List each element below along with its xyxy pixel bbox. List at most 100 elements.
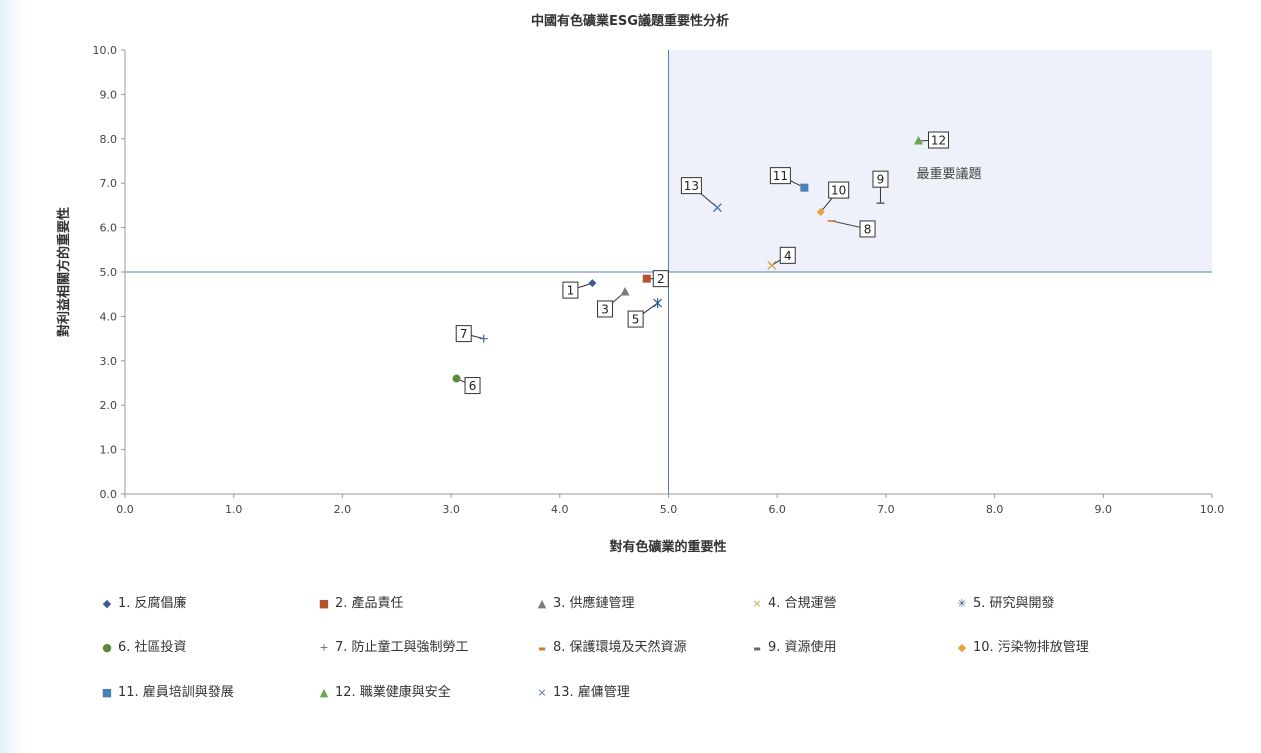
legend-label: 3. 供應鏈管理 <box>553 596 635 611</box>
callout-box-6 <box>464 377 481 395</box>
data-point-4-marker <box>767 260 777 270</box>
y-tick-label: 6.0 <box>100 222 118 235</box>
x-tick-label: 3.0 <box>442 503 460 516</box>
legend-label: 11. 雇員培訓與發展 <box>118 685 234 700</box>
legend-label: 10. 污染物排放管理 <box>973 640 1089 655</box>
legend-item-2: ■ 2. 產品責任 <box>317 592 404 611</box>
legend-label: 2. 產品責任 <box>335 596 404 611</box>
x-tick-label: 1.0 <box>225 503 243 516</box>
y-tick-label: 8.0 <box>100 133 118 146</box>
legend-label: 1. 反腐倡廉 <box>118 596 187 611</box>
callout-label-7: 7 <box>460 327 468 341</box>
callout-box-4 <box>779 246 796 264</box>
legend-marker-icon: × <box>537 686 547 699</box>
y-tick-label: 1.0 <box>100 444 118 457</box>
legend-item-10: ◆ 10. 污染物排放管理 <box>955 636 1089 655</box>
data-point-7-marker <box>479 334 488 343</box>
legend-item-6: ● 6. 社區投資 <box>100 636 187 655</box>
quadrant-label: 最重要議題 <box>916 166 981 182</box>
y-axis-label: 對利益相關方的重要性 <box>56 207 72 337</box>
decorative-left-strip <box>0 0 28 753</box>
y-tick-label: 4.0 <box>100 310 118 323</box>
x-tick-label: 0.0 <box>116 503 134 516</box>
callout-label-1: 1 <box>567 284 575 298</box>
data-point-10-marker <box>816 208 825 217</box>
legend-marker-icon: × <box>752 597 762 610</box>
callout-box-13 <box>680 177 702 195</box>
callout-label-9: 9 <box>877 173 885 187</box>
legend-label: 12. 職業健康與安全 <box>335 685 451 700</box>
callout-box-2 <box>652 270 669 288</box>
legend-item-5: ✳ 5. 研究與開發 <box>955 592 1054 611</box>
legend-item-7: +7. 防止童工與強制勞工 <box>317 636 469 655</box>
legend-marker-icon: + <box>319 641 329 654</box>
x-tick-label: 7.0 <box>877 503 895 516</box>
legend-marker-icon: ▲ <box>537 597 547 610</box>
legend-marker-icon: ◆ <box>957 641 967 654</box>
y-tick-label: 9.0 <box>100 88 118 101</box>
y-tick-label: 2.0 <box>100 399 118 412</box>
data-point-12-marker <box>914 136 924 145</box>
callout-box-7 <box>455 325 472 343</box>
callout-box-12 <box>928 131 950 149</box>
y-tick-label: 0.0 <box>100 488 118 501</box>
callout-box-10 <box>828 181 850 199</box>
legend-item-1: ◆ 1. 反腐倡廉 <box>100 592 187 611</box>
callout-box-3 <box>597 300 614 318</box>
data-point-5-marker <box>653 298 663 309</box>
x-tick-label: 6.0 <box>768 503 786 516</box>
legend-item-13: × 13. 雇傭管理 <box>535 681 630 700</box>
legend-label: 4. 合規運營 <box>768 596 837 611</box>
callout-label-3: 3 <box>601 302 609 316</box>
legend-marker-icon: ▬ <box>753 644 761 653</box>
data-point-2-marker <box>642 274 651 283</box>
callout-label-12: 12 <box>931 134 946 148</box>
legend-label: 8. 保護環境及天然資源 <box>553 640 687 655</box>
important-quadrant-shading <box>668 50 1212 272</box>
data-point-13-marker <box>712 203 722 213</box>
callout-label-10: 10 <box>831 184 846 198</box>
y-tick-label: 7.0 <box>100 177 118 190</box>
x-tick-label: 4.0 <box>551 503 569 516</box>
legend-label: 13. 雇傭管理 <box>553 685 630 700</box>
legend-item-8: ▬ 8. 保護環境及天然資源 <box>535 636 687 655</box>
callout-label-2: 2 <box>657 272 665 286</box>
callout-label-13: 13 <box>684 179 699 193</box>
legend-item-9: ▬ 9. 資源使用 <box>750 636 837 655</box>
scatter-chart: 0.0 1.0 2.0 3.0 4.0 5.0 6.0 7.0 8.0 9.0 10.0 0.0 1.… <box>56 13 1224 555</box>
callout-box-5 <box>627 310 644 328</box>
y-tick-label: 3.0 <box>100 355 118 368</box>
legend-marker-icon: ✳ <box>957 597 967 610</box>
data-point-11-marker <box>800 183 809 192</box>
callout-label-5: 5 <box>632 313 640 327</box>
legend-marker-icon: ■ <box>318 597 330 610</box>
x-tick-label: 5.0 <box>660 503 678 516</box>
callout-box-1 <box>562 281 579 299</box>
legend-label: 7. 防止童工與強制勞工 <box>335 640 469 655</box>
data-point-1-marker <box>588 279 597 288</box>
legend-item-4: × 4. 合規運營 <box>750 592 837 611</box>
callout-box-11 <box>769 167 791 185</box>
chart-title: 中國有色礦業ESG議題重要性分析 <box>531 13 729 29</box>
x-tick-label: 2.0 <box>334 503 352 516</box>
legend-label: 6. 社區投資 <box>118 640 187 655</box>
y-tick-label: 10.0 <box>93 44 118 57</box>
callout-label-8: 8 <box>864 222 872 236</box>
legend-marker-icon: ▲ <box>319 686 329 699</box>
legend-marker-icon: ◆ <box>102 597 112 610</box>
legend-marker-icon: ▬ <box>538 644 546 653</box>
y-tick-label: 5.0 <box>100 266 118 279</box>
legend-label: 9. 資源使用 <box>768 640 837 655</box>
x-tick-label: 9.0 <box>1095 503 1113 516</box>
callout-label-11: 11 <box>773 169 788 183</box>
legend-item-3: ▲ 3. 供應鏈管理 <box>535 592 635 611</box>
callout-box-8 <box>859 220 876 238</box>
legend-item-12: ▲ 12. 職業健康與安全 <box>317 681 451 700</box>
x-tick-label: 8.0 <box>986 503 1004 516</box>
callout-label-4: 4 <box>784 249 792 263</box>
callout-label-6: 6 <box>469 379 477 393</box>
callout-box-9 <box>872 170 889 188</box>
legend-item-11: ■ 11. 雇員培訓與發展 <box>100 681 234 700</box>
legend-marker-icon: ■ <box>101 686 113 699</box>
data-point-3-marker <box>620 286 630 296</box>
